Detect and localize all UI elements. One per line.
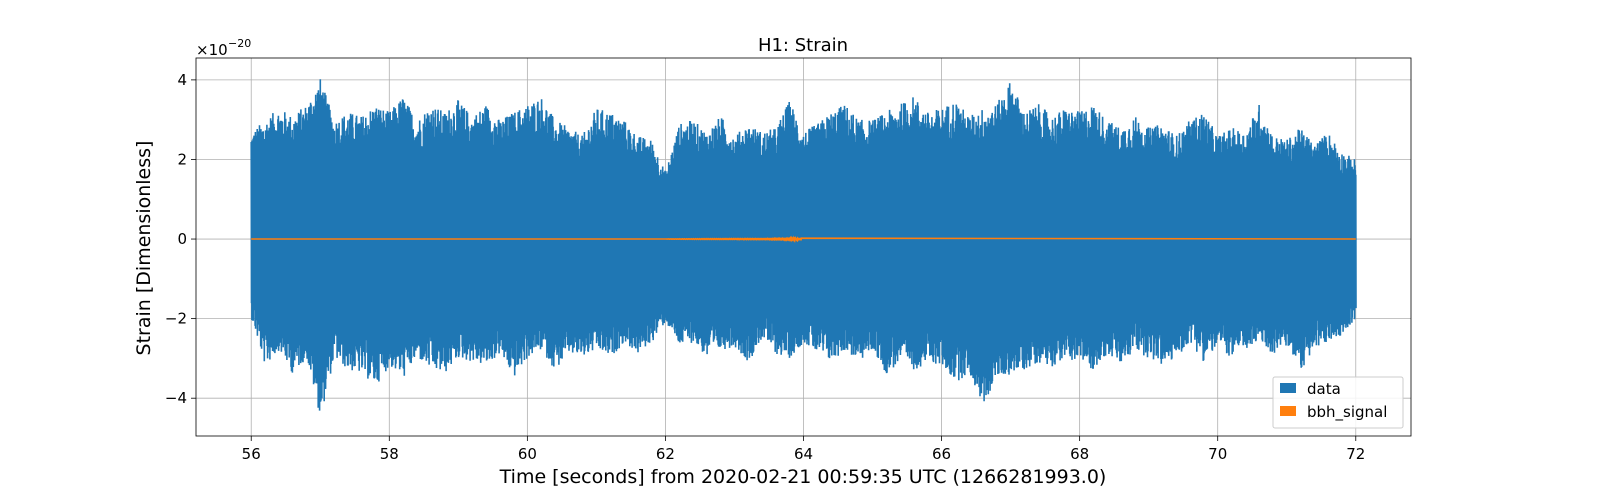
x-tick-label: 64 [794,445,813,463]
y-tick-label: 2 [177,150,187,168]
x-tick-label: 72 [1346,445,1365,463]
x-tick-label: 62 [656,445,675,463]
legend-swatch-data [1280,383,1296,393]
legend: data bbh_signal [1272,376,1404,429]
x-tick-label: 66 [932,445,951,463]
y-tick-label: 0 [177,230,187,248]
legend-box [1272,376,1404,429]
y-scale-exponent: −20 [228,37,251,50]
x-tick-label: 68 [1070,445,1089,463]
legend-label-bbh-signal: bbh_signal [1307,403,1387,422]
legend-swatch-bbh-signal [1280,406,1296,416]
chart-title: H1: Strain [758,35,848,56]
y-axis-ticks: −4 −2 0 2 4 [165,71,196,407]
y-tick-label: −2 [165,310,187,328]
y-tick-label: 4 [177,71,187,89]
bbh-signal-series-layer [251,235,1356,243]
series-line-data [250,79,1357,411]
data-series-layer [250,79,1357,411]
y-scale-base: ×10 [196,41,228,59]
y-tick-label: −4 [165,389,187,407]
x-axis-label: Time [seconds] from 2020-02-21 00:59:35 … [499,466,1107,488]
x-tick-label: 58 [380,445,399,463]
y-axis-scale-factor: ×10 −20 [196,37,251,59]
x-tick-label: 60 [518,445,537,463]
x-axis-ticks: 56 58 60 62 64 66 68 70 72 [242,436,1365,463]
x-tick-label: 56 [242,445,261,463]
x-tick-label: 70 [1208,445,1227,463]
series-line-bbh-signal [251,235,1356,243]
y-axis-label: Strain [Dimensionless] [133,141,155,356]
legend-label-data: data [1307,380,1341,398]
